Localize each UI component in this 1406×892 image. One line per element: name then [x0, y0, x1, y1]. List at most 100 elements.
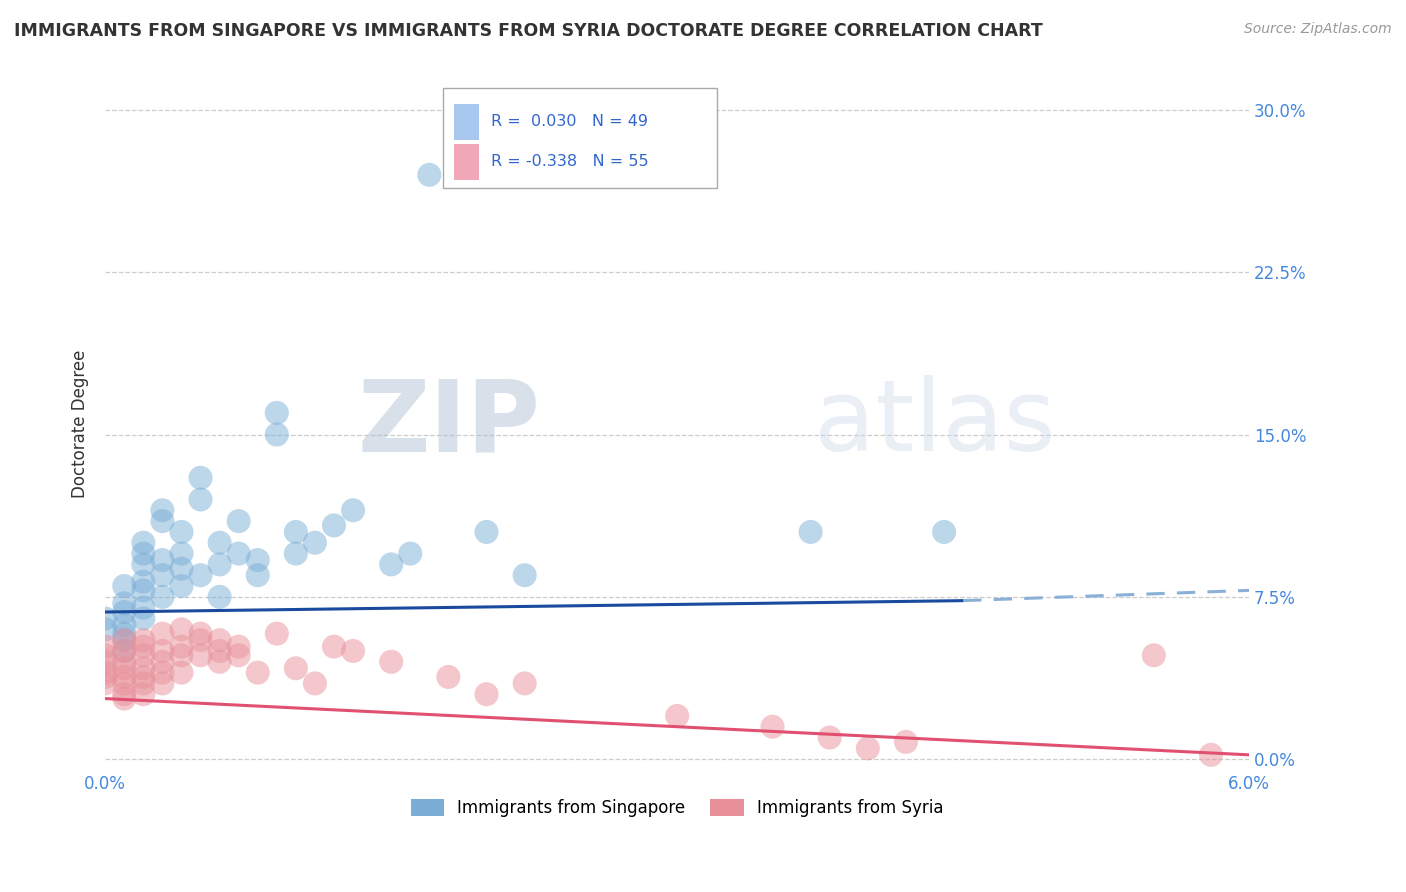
- Text: atlas: atlas: [814, 376, 1056, 472]
- Point: [94, 623, 117, 637]
- Point: [894, 735, 917, 749]
- Point: [132, 687, 155, 701]
- Point: [132, 648, 155, 663]
- Point: [208, 558, 231, 572]
- Text: Source: ZipAtlas.com: Source: ZipAtlas.com: [1244, 22, 1392, 37]
- Text: IMMIGRANTS FROM SINGAPORE VS IMMIGRANTS FROM SYRIA DOCTORATE DEGREE CORRELATION : IMMIGRANTS FROM SINGAPORE VS IMMIGRANTS …: [14, 22, 1043, 40]
- Point: [761, 720, 783, 734]
- Point: [190, 633, 212, 648]
- Point: [513, 568, 536, 582]
- Point: [112, 618, 135, 632]
- Point: [190, 648, 212, 663]
- Point: [284, 547, 307, 561]
- Point: [132, 535, 155, 549]
- Point: [152, 553, 174, 567]
- Legend: Immigrants from Singapore, Immigrants from Syria: Immigrants from Singapore, Immigrants fr…: [404, 792, 950, 824]
- Point: [152, 626, 174, 640]
- Point: [1199, 747, 1222, 762]
- Point: [246, 568, 269, 582]
- Point: [304, 535, 326, 549]
- Point: [228, 648, 250, 663]
- Point: [132, 640, 155, 654]
- Y-axis label: Doctorate Degree: Doctorate Degree: [72, 350, 89, 498]
- Point: [152, 665, 174, 680]
- Text: R =  0.030   N = 49: R = 0.030 N = 49: [491, 114, 648, 129]
- Point: [380, 655, 402, 669]
- Point: [190, 471, 212, 485]
- Point: [112, 670, 135, 684]
- Point: [208, 590, 231, 604]
- Point: [152, 568, 174, 582]
- Point: [513, 676, 536, 690]
- Point: [800, 524, 823, 539]
- Point: [112, 691, 135, 706]
- Point: [323, 640, 346, 654]
- Point: [94, 655, 117, 669]
- Point: [152, 644, 174, 658]
- Point: [94, 611, 117, 625]
- Text: R = -0.338   N = 55: R = -0.338 N = 55: [491, 154, 648, 169]
- Point: [94, 640, 117, 654]
- Point: [284, 661, 307, 675]
- Point: [152, 676, 174, 690]
- Point: [284, 524, 307, 539]
- Point: [152, 655, 174, 669]
- Point: [304, 676, 326, 690]
- Point: [323, 518, 346, 533]
- Point: [418, 168, 440, 182]
- Point: [856, 741, 879, 756]
- Point: [170, 640, 193, 654]
- Point: [132, 670, 155, 684]
- Point: [170, 562, 193, 576]
- Point: [1143, 648, 1166, 663]
- Point: [208, 655, 231, 669]
- Point: [94, 648, 117, 663]
- Point: [208, 644, 231, 658]
- Point: [228, 514, 250, 528]
- Point: [342, 503, 364, 517]
- Point: [132, 611, 155, 625]
- Point: [170, 579, 193, 593]
- Point: [190, 626, 212, 640]
- Point: [399, 547, 422, 561]
- Point: [475, 687, 498, 701]
- Point: [342, 644, 364, 658]
- Point: [132, 676, 155, 690]
- Point: [112, 676, 135, 690]
- Point: [112, 626, 135, 640]
- Point: [266, 626, 288, 640]
- Point: [228, 547, 250, 561]
- Point: [112, 579, 135, 593]
- Point: [112, 605, 135, 619]
- Point: [132, 583, 155, 598]
- Point: [437, 670, 460, 684]
- Point: [170, 547, 193, 561]
- Point: [475, 524, 498, 539]
- Point: [190, 568, 212, 582]
- Point: [132, 661, 155, 675]
- Point: [152, 503, 174, 517]
- Point: [380, 558, 402, 572]
- Point: [112, 655, 135, 669]
- Point: [112, 633, 135, 648]
- Point: [170, 648, 193, 663]
- Point: [152, 514, 174, 528]
- Point: [112, 644, 135, 658]
- Point: [132, 600, 155, 615]
- Point: [266, 406, 288, 420]
- Point: [170, 524, 193, 539]
- FancyBboxPatch shape: [443, 87, 717, 188]
- Point: [94, 665, 117, 680]
- Point: [112, 596, 135, 610]
- FancyBboxPatch shape: [454, 144, 479, 180]
- Point: [190, 492, 212, 507]
- Point: [152, 590, 174, 604]
- Point: [112, 661, 135, 675]
- Point: [932, 524, 955, 539]
- Point: [112, 687, 135, 701]
- Point: [208, 535, 231, 549]
- Point: [132, 558, 155, 572]
- Point: [170, 665, 193, 680]
- Point: [666, 709, 689, 723]
- Point: [246, 665, 269, 680]
